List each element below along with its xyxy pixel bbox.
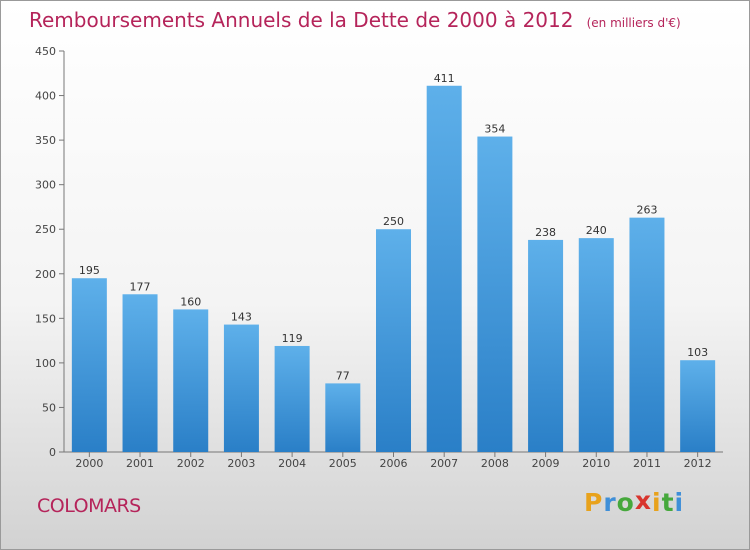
y-tick-label: 200 bbox=[35, 268, 56, 281]
data-label-2006: 250 bbox=[383, 215, 404, 228]
y-tick-label: 50 bbox=[42, 401, 56, 414]
logo-letter: P bbox=[584, 488, 604, 517]
chart-unit-note: (en milliers d'€) bbox=[586, 16, 681, 30]
logo-letter: t bbox=[661, 488, 675, 517]
bar-2006 bbox=[376, 229, 411, 452]
bar-2011 bbox=[629, 217, 665, 452]
chart-title: Remboursements Annuels de la Dette de 20… bbox=[29, 8, 574, 32]
x-tick-label: 2012 bbox=[684, 457, 712, 470]
y-tick-label: 100 bbox=[35, 357, 56, 370]
x-tick-label: 2008 bbox=[481, 457, 509, 470]
bar-2001 bbox=[122, 294, 158, 452]
commune-name: COLOMARS bbox=[37, 495, 141, 517]
y-tick-label: 400 bbox=[35, 90, 56, 103]
logo-letter: o bbox=[616, 488, 635, 517]
data-label-2002: 160 bbox=[180, 295, 201, 308]
y-axis-ticks: 0 50 100 150 200 250 300 350 400 450 bbox=[35, 45, 64, 459]
x-axis-ticks: 2000 2001 2002 2003 2004 2005 2006 2007 2008 2009… bbox=[75, 452, 712, 470]
logo-letter: x bbox=[634, 486, 652, 515]
y-tick-label: 0 bbox=[49, 446, 56, 459]
data-label-2007: 411 bbox=[434, 72, 455, 85]
bar-2012 bbox=[680, 360, 716, 452]
bar-2009 bbox=[528, 239, 564, 452]
x-tick-label: 2011 bbox=[633, 457, 661, 470]
x-tick-label: 2004 bbox=[278, 457, 306, 470]
y-tick-label: 300 bbox=[35, 179, 56, 192]
logo-letter: r bbox=[603, 488, 617, 517]
bar-2004 bbox=[274, 345, 310, 452]
logo-letter: i bbox=[674, 488, 685, 517]
data-label-2004: 119 bbox=[282, 332, 303, 345]
x-tick-label: 2009 bbox=[532, 457, 560, 470]
x-tick-label: 2002 bbox=[177, 457, 205, 470]
bar-2007 bbox=[426, 85, 462, 453]
data-label-2010: 240 bbox=[586, 224, 607, 237]
data-label-2000: 195 bbox=[79, 264, 100, 277]
data-label-2005: 77 bbox=[336, 369, 350, 382]
logo-letter: i bbox=[652, 488, 662, 517]
data-label-2003: 143 bbox=[231, 311, 252, 324]
y-tick-label: 450 bbox=[35, 45, 56, 58]
x-tick-label: 2005 bbox=[329, 457, 357, 470]
bar-2002 bbox=[173, 309, 209, 452]
bar-2010 bbox=[578, 238, 614, 452]
x-tick-label: 2003 bbox=[227, 457, 255, 470]
data-label-2011: 263 bbox=[636, 204, 657, 217]
data-label-2008: 354 bbox=[484, 123, 505, 136]
data-label-2012: 103 bbox=[687, 346, 708, 359]
bar-2005 bbox=[325, 383, 361, 452]
bars-group: 195 177 160 143 119 77 250 411 354 238 240 263 103 bbox=[71, 72, 716, 453]
chart-title-row: Remboursements Annuels de la Dette de 20… bbox=[29, 8, 681, 32]
x-tick-label: 2000 bbox=[75, 457, 103, 470]
x-tick-label: 2007 bbox=[430, 457, 458, 470]
y-tick-label: 150 bbox=[35, 312, 56, 325]
bar-2000 bbox=[71, 278, 107, 452]
y-tick-label: 250 bbox=[35, 223, 56, 236]
data-label-2001: 177 bbox=[130, 280, 151, 293]
y-tick-label: 350 bbox=[35, 134, 56, 147]
bar-2008 bbox=[477, 136, 513, 452]
x-tick-label: 2010 bbox=[582, 457, 610, 470]
bar-2003 bbox=[223, 324, 259, 452]
x-tick-label: 2001 bbox=[126, 457, 154, 470]
data-label-2009: 238 bbox=[535, 226, 556, 239]
proxiti-logo: Proxiti bbox=[584, 486, 685, 517]
x-tick-label: 2006 bbox=[380, 457, 408, 470]
